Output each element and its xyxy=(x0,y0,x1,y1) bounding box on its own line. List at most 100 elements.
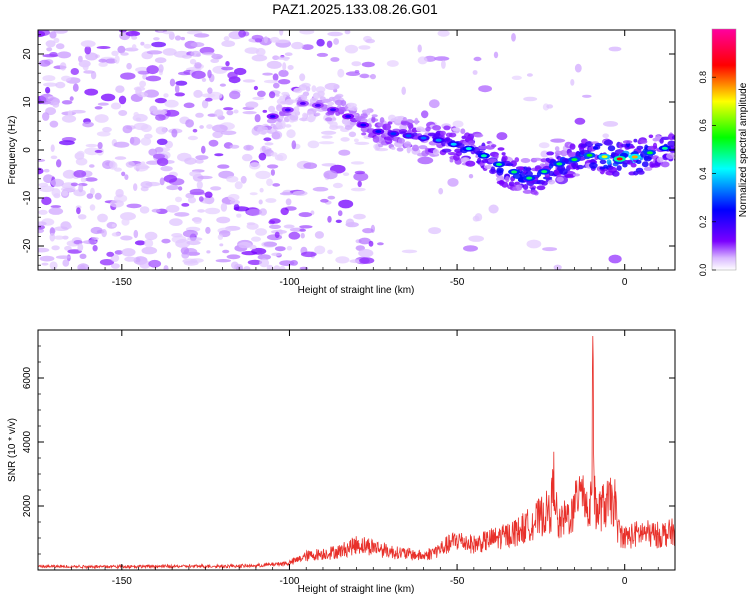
spectrogram-ridge-cell xyxy=(496,167,504,173)
spectrogram-noise-cell xyxy=(52,101,60,108)
spectrogram-noise-cell xyxy=(140,124,152,133)
spectrogram-ridge-cell xyxy=(616,165,622,171)
spectrogram-noise-cell xyxy=(349,259,362,264)
spectrogram-noise-cell xyxy=(496,132,508,141)
spectrogram-ridge-peak xyxy=(556,162,563,166)
spectrogram-noise-cell xyxy=(158,64,164,73)
spectrogram-noise-cell xyxy=(350,187,366,192)
spectrogram-noise-cell xyxy=(159,177,165,186)
spectrogram-noise-cell xyxy=(358,249,374,258)
spectrogram-noise-cell xyxy=(59,140,75,146)
spectrogram-ridge-cell xyxy=(508,181,515,187)
spectrogram-ridge-cell xyxy=(572,173,581,177)
spectrogram-noise-cell xyxy=(129,136,141,146)
spectrogram-noise-cell xyxy=(291,140,297,150)
spectrogram-noise-cell xyxy=(187,237,203,242)
spectrogram-noise-cell xyxy=(493,51,499,59)
spectrogram-noise-cell xyxy=(441,60,446,69)
spectrogram-noise-cell xyxy=(51,188,61,197)
spectrogram-noise-cell xyxy=(307,140,320,149)
spectrogram-ridge-cell xyxy=(285,98,294,106)
spectrogram-noise-cell xyxy=(268,91,276,99)
spectrogram-noise-cell xyxy=(261,241,277,248)
spectrogram-noise-cell xyxy=(80,177,87,183)
spectrogram-ridge-cell xyxy=(643,155,652,162)
spectrogram-noise-cell xyxy=(187,135,198,141)
spectrogram-noise-cell xyxy=(78,184,84,193)
spectrogram-noise-cell xyxy=(115,188,124,198)
spectrogram-noise-cell xyxy=(151,41,167,48)
spectrogram-noise-cell xyxy=(45,40,56,48)
spectrogram-ridge-cell xyxy=(626,159,633,165)
spectrogram-noise-cell xyxy=(266,234,283,241)
spectrogram-ridge-cell xyxy=(406,146,411,154)
spectrogram-noise-cell xyxy=(131,44,137,50)
spectrogram-noise-cell xyxy=(141,246,158,255)
spectrogram-noise-cell xyxy=(166,185,180,191)
spectrogram-noise-cell xyxy=(202,52,216,56)
spectrogram-noise-cell xyxy=(205,226,211,234)
spectrogram-noise-cell xyxy=(77,243,84,252)
spectrogram-ridge-cell xyxy=(393,116,403,124)
spectrogram-noise-cell xyxy=(137,92,149,98)
spectrogram-noise-cell xyxy=(182,229,198,238)
spectrogram-noise-cell xyxy=(254,114,261,123)
spectrogram-ridge-cell xyxy=(289,114,299,121)
spectrogram-ridge-cell xyxy=(576,164,584,170)
spectrogram-noise-cell xyxy=(417,44,422,53)
spectrogram-ridge-peak xyxy=(314,103,321,107)
spectrogram-noise-cell xyxy=(350,161,365,165)
spectrogram-noise-cell xyxy=(344,44,359,54)
spectrogram-noise-cell xyxy=(195,112,204,118)
spectrogram-noise-cell xyxy=(163,174,178,183)
spectrogram-noise-cell xyxy=(354,141,370,145)
spectrogram-ridge-peak xyxy=(586,153,593,157)
spectrogram-ridge-cell xyxy=(560,149,568,157)
spectrogram-noise-cell xyxy=(38,30,46,38)
snr-x-tick-label: 0 xyxy=(622,576,628,587)
spectrogram-noise-cell xyxy=(434,56,450,61)
spectrogram-noise-cell xyxy=(49,261,58,270)
spectrogram-noise-cell xyxy=(421,110,429,119)
spectrogram-noise-cell xyxy=(174,35,182,41)
spectrogram-noise-cell xyxy=(257,254,271,260)
spectrogram-noise-cell xyxy=(538,142,550,149)
spectrogram-y-tick-label: 20 xyxy=(22,48,33,60)
spectrogram-noise-cell xyxy=(321,163,337,167)
colorbar-frame xyxy=(711,28,737,271)
spectrogram-noise-cell xyxy=(253,85,258,91)
spectrogram-noise-cell xyxy=(574,117,586,125)
spectrogram-noise-cell xyxy=(106,251,115,257)
spectrogram-noise-cell xyxy=(270,169,275,176)
spectrogram-ridge-cell xyxy=(501,155,508,162)
spectrogram-ridge-peak xyxy=(405,134,412,138)
spectrogram-noise-cell xyxy=(139,260,151,269)
spectrogram-noise-cell xyxy=(70,182,78,187)
spectrogram-noise-cell xyxy=(97,142,103,149)
spectrogram-noise-cell xyxy=(266,164,279,169)
spectrogram-noise-cell xyxy=(191,70,206,79)
spectrogram-noise-cell xyxy=(156,157,169,167)
spectrogram-noise-cell xyxy=(201,145,206,154)
snr-series-line xyxy=(38,335,675,570)
spectrogram-noise-cell xyxy=(353,172,369,182)
spectrogram-ridge-cell xyxy=(315,112,321,117)
spectrogram-noise-cell xyxy=(117,45,126,54)
spectrogram-noise-cell xyxy=(337,68,345,78)
spectrogram-noise-cell xyxy=(273,82,280,89)
spectrogram-ridge-peak xyxy=(435,138,442,142)
spectrogram-noise-cell xyxy=(220,202,228,212)
spectrogram-ridge-cell xyxy=(382,123,392,131)
spectrogram-noise-cell xyxy=(227,193,240,201)
spectrogram-noise-cell xyxy=(299,30,315,35)
spectrogram-noise-cell xyxy=(291,41,304,50)
spectrogram-ridge-cell xyxy=(399,124,407,131)
spectrogram-noise-cell xyxy=(299,228,307,232)
spectrogram-noise-cell xyxy=(238,241,252,249)
spectrogram-ridge-cell xyxy=(455,151,462,157)
spectrogram-ridge-cell xyxy=(348,131,357,138)
spectrogram-y-tick-label: 10 xyxy=(22,96,33,108)
spectrogram-noise-cell xyxy=(271,252,282,257)
spectrogram-noise-cell xyxy=(223,36,230,42)
spectrogram-ridge-peak xyxy=(420,136,427,140)
